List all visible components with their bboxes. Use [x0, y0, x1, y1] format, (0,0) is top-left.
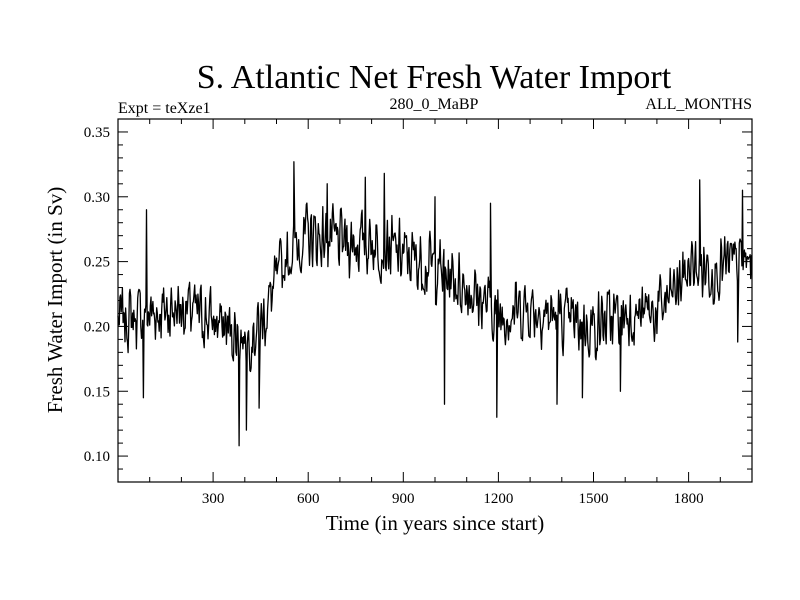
x-tick-label: 1200: [483, 491, 513, 507]
y-tick-label: 0.15: [84, 384, 110, 400]
y-axis-label: Fresh Water Import (in Sv): [43, 187, 67, 414]
x-tick-label: 900: [392, 491, 415, 507]
y-tick-label: 0.30: [84, 190, 110, 206]
period-label: 280_0_MaBP: [390, 96, 479, 113]
experiment-label: Expt = teXze1: [118, 100, 211, 117]
y-tick-label: 0.25: [84, 255, 110, 271]
x-tick-label: 1500: [579, 491, 609, 507]
series-line: [117, 161, 753, 447]
y-tick-label: 0.20: [84, 319, 110, 335]
months-label: ALL_MONTHS: [645, 96, 752, 113]
y-tick-label: 0.35: [84, 125, 110, 141]
plot-area: 300 600 900 1200 1500 1800 0.10 0.15 0.20 0.25 0.3…: [84, 118, 753, 507]
x-tick-label: 600: [297, 491, 320, 507]
x-tick-label: 300: [202, 491, 225, 507]
chart-title: S. Atlantic Net Fresh Water Import: [197, 59, 672, 96]
axis-ticks: 300 600 900 1200 1500 1800 0.10 0.15 0.20 0.25 0.3…: [84, 119, 752, 507]
y-tick-label: 0.10: [84, 449, 110, 465]
x-axis-label: Time (in years since start): [326, 511, 545, 535]
x-tick-label: 1800: [674, 491, 704, 507]
